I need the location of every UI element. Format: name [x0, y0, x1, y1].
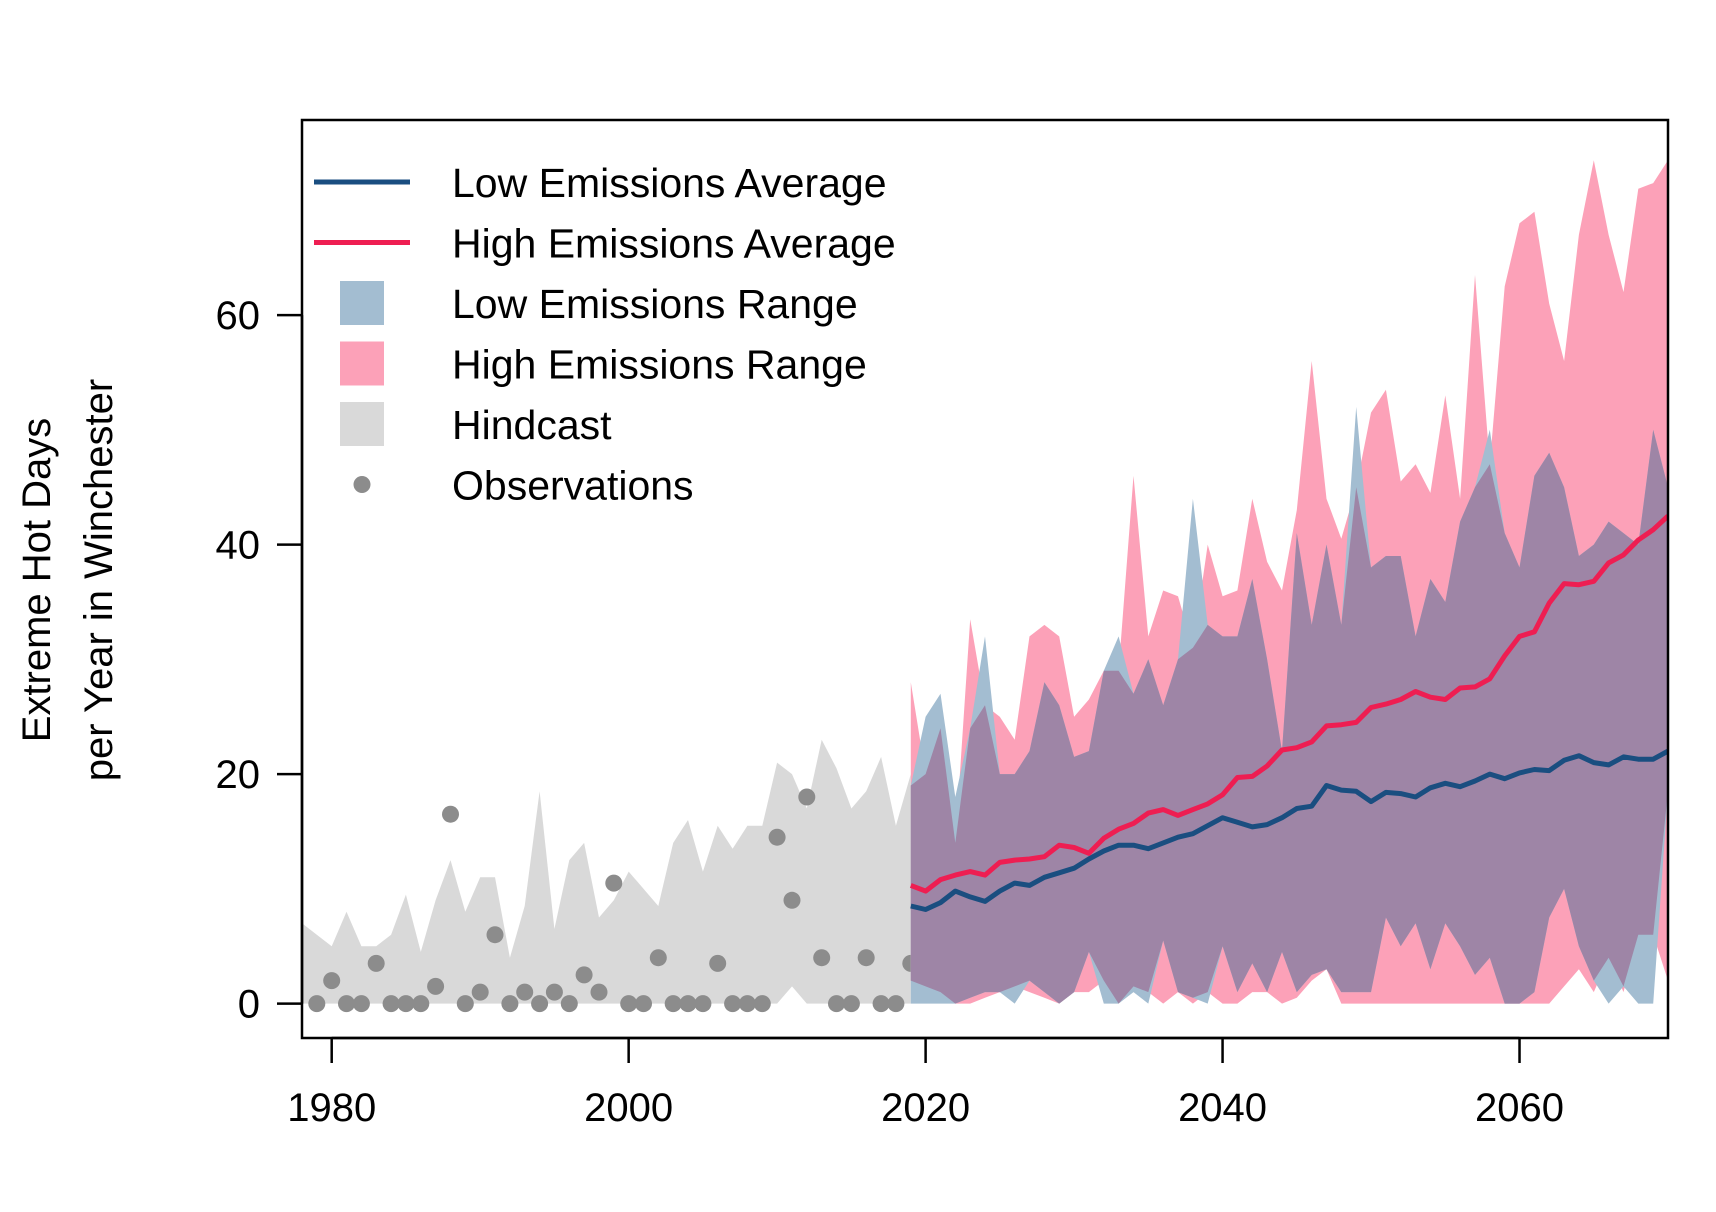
- y-tick-label: 40: [216, 524, 261, 568]
- x-tick-label: 2000: [584, 1086, 673, 1130]
- observation-point: [427, 977, 445, 995]
- x-tick-label: 1980: [287, 1086, 376, 1130]
- observation-point: [575, 966, 593, 984]
- legend: Low Emissions Average High Emissions Aver…: [314, 160, 896, 509]
- emissions-overlap-band: [910, 429, 1668, 1004]
- observation-point: [323, 972, 341, 990]
- observation-point: [872, 995, 890, 1013]
- observation-point: [842, 995, 860, 1013]
- observation-point: [531, 995, 549, 1013]
- y-axis-title-line-1: Extreme Hot Days: [15, 418, 59, 743]
- observation-point: [753, 995, 771, 1013]
- observations-layer: [308, 788, 920, 1013]
- legend-item: Hindcast: [340, 402, 612, 448]
- observation-point: [560, 995, 578, 1013]
- observation-point: [412, 995, 430, 1013]
- observation-point: [516, 983, 534, 1001]
- observation-point: [486, 926, 504, 944]
- observation-point: [471, 983, 489, 1001]
- observation-point: [397, 995, 415, 1013]
- observation-point: [605, 874, 623, 892]
- legend-label: Hindcast: [452, 402, 612, 448]
- observation-point: [694, 995, 712, 1013]
- high-emissions-average-line: [909, 514, 1668, 894]
- observation-point: [456, 995, 474, 1013]
- x-tick-label: 2020: [881, 1086, 970, 1130]
- legend-label: High Emissions Average: [452, 221, 896, 267]
- observation-point: [738, 995, 756, 1013]
- legend-item: Low Emissions Average: [314, 160, 887, 206]
- legend-box-swatch: [340, 281, 384, 325]
- legend-item: Low Emissions Range: [340, 281, 858, 327]
- legend-box-swatch: [340, 402, 384, 446]
- legend-box-swatch: [340, 341, 384, 386]
- observation-point: [338, 995, 355, 1013]
- observation-point: [887, 995, 905, 1013]
- legend-item: High Emissions Range: [340, 341, 867, 388]
- plot-area: [302, 160, 1668, 1013]
- observation-point: [724, 995, 742, 1013]
- legend-label: Observations: [452, 463, 694, 509]
- observation-point: [813, 949, 831, 967]
- observation-point: [382, 995, 400, 1013]
- low-emissions-average-line: [910, 748, 1668, 912]
- observation-point: [679, 995, 697, 1013]
- y-tick-label: 20: [216, 753, 261, 797]
- y-tick-label: 0: [238, 983, 260, 1027]
- observation-point: [442, 805, 459, 823]
- x-tick-label: 2040: [1178, 1086, 1267, 1130]
- observation-point: [635, 995, 652, 1013]
- hindcast-band: [302, 739, 911, 1004]
- observation-point: [783, 891, 801, 909]
- legend-label: Low Emissions Range: [452, 281, 858, 327]
- observation-point: [501, 995, 519, 1013]
- observation-point: [367, 954, 385, 972]
- y-axis: 0 20 40 60: [216, 294, 304, 1027]
- y-axis-title-line-2: per Year in Winchester: [77, 379, 121, 781]
- y-tick-label: 60: [216, 294, 261, 338]
- observation-point: [545, 983, 563, 1001]
- observation-point: [857, 949, 875, 967]
- observation-point: [352, 995, 370, 1013]
- observation-point: [308, 995, 326, 1013]
- observation-point: [828, 995, 845, 1013]
- observation-point: [798, 788, 816, 806]
- legend-label: High Emissions Range: [452, 342, 867, 388]
- observation-point: [649, 949, 667, 967]
- observation-point: [620, 995, 638, 1013]
- x-tick-label: 2060: [1475, 1086, 1564, 1130]
- legend-dot-swatch: [353, 476, 371, 493]
- observation-point: [664, 995, 682, 1013]
- observation-point: [590, 983, 608, 1001]
- legend-item: High Emissions Average: [314, 221, 896, 267]
- legend-item: Observations: [353, 463, 694, 509]
- observation-point: [768, 828, 786, 846]
- x-axis: 1980 2000 2020 2040 2060: [287, 1036, 1564, 1130]
- observation-point: [709, 954, 727, 972]
- legend-label: Low Emissions Average: [452, 160, 887, 206]
